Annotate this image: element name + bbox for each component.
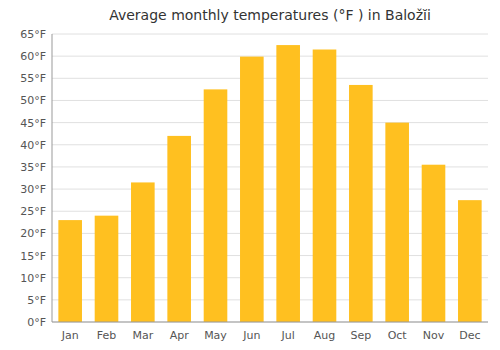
x-tick-label: Aug: [314, 329, 335, 342]
bar: [240, 57, 264, 322]
grid-line: [52, 122, 488, 123]
x-tick-label: Jul: [281, 329, 295, 342]
x-tick-label: Apr: [170, 329, 190, 342]
grid-line: [52, 144, 488, 145]
y-tick-label: 20°F: [20, 227, 46, 240]
x-tick-label: Nov: [423, 329, 445, 342]
x-tick-label: May: [204, 329, 227, 342]
grid-line: [52, 56, 488, 57]
y-tick-label: 65°F: [20, 28, 46, 41]
chart: Average monthly temperatures (°F ) in Ba…: [0, 0, 500, 350]
grid-line: [52, 100, 488, 101]
y-tick-label: 45°F: [20, 117, 46, 130]
x-axis: [52, 322, 488, 323]
bar: [313, 50, 337, 322]
x-tick-label: Dec: [459, 329, 480, 342]
y-tick-label: 60°F: [20, 50, 46, 63]
bar: [458, 200, 482, 322]
y-tick-label: 35°F: [20, 161, 46, 174]
bar: [422, 165, 446, 322]
grid: [52, 34, 488, 322]
bars: [58, 45, 481, 322]
bar: [349, 85, 373, 322]
y-tick-label: 30°F: [20, 183, 46, 196]
x-tick-label: Jan: [61, 329, 79, 342]
x-tick-label: Jun: [242, 329, 260, 342]
grid-line: [52, 322, 488, 323]
grid-line: [52, 78, 488, 79]
bar: [95, 216, 119, 322]
x-tick-label: Oct: [388, 329, 408, 342]
x-tick-label: Sep: [350, 329, 371, 342]
bar: [131, 182, 155, 322]
title: Average monthly temperatures (°F ) in Ba…: [109, 7, 431, 23]
y-tick-label: 40°F: [20, 139, 46, 152]
y-axis: [52, 34, 53, 322]
grid-line: [52, 34, 488, 35]
bar: [204, 89, 228, 322]
bar: [167, 136, 191, 322]
y-tick-label: 25°F: [20, 205, 46, 218]
y-tick-label: 15°F: [20, 250, 46, 263]
x-tick-label: Feb: [97, 329, 116, 342]
y-tick-label: 5°F: [27, 294, 46, 307]
y-tick-label: 50°F: [20, 94, 46, 107]
bar: [276, 45, 300, 322]
y-tick-label: 10°F: [20, 272, 46, 285]
bar: [58, 220, 82, 322]
y-tick-label: 55°F: [20, 72, 46, 85]
x-tick-label: Mar: [132, 329, 153, 342]
bar: [385, 123, 409, 322]
y-tick-label: 0°F: [27, 316, 46, 329]
